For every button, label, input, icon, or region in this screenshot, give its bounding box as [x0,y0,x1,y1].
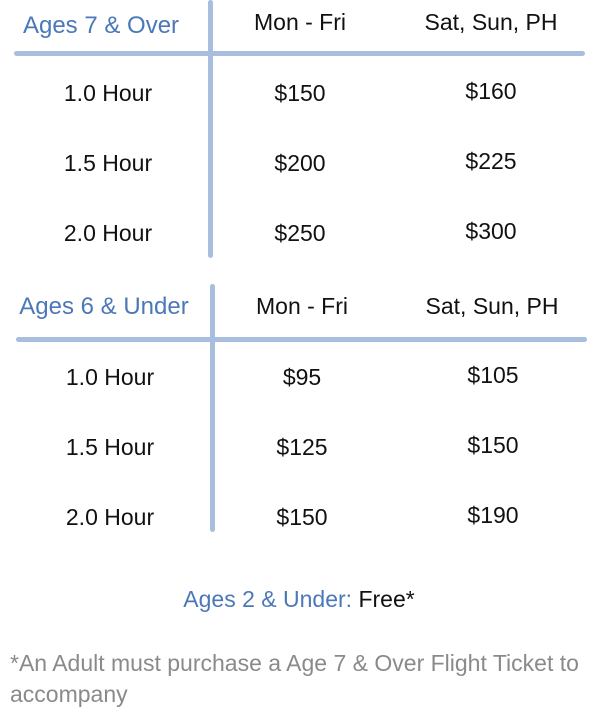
price-weekend: $300 [465,218,517,244]
column-header-weekend: Sat, Sun, PH [425,293,559,319]
table-title: Ages 7 & Over [22,12,180,39]
column-header-weekday: Mon - Fri [254,9,346,35]
header-divider [16,337,587,342]
column-divider [208,0,213,258]
row-label: 2.0 Hour [63,220,153,246]
price-weekday: $250 [274,220,326,246]
free-admission-line: Ages 2 & Under: Free* [0,586,598,613]
row-label: 1.0 Hour [63,80,153,106]
row-label: 1.5 Hour [65,434,155,460]
price-weekday: $95 [282,364,322,390]
column-header-weekend: Sat, Sun, PH [424,9,558,35]
price-weekday: $150 [276,504,328,530]
pricing-table-ages-7-over: Ages 7 & Over Mon - Fri Sat, Sun, PH 1.0… [0,0,598,260]
free-label: Ages 2 & Under: [183,586,353,612]
price-weekday: $150 [274,80,326,106]
column-divider [210,284,215,532]
footnote: *An Adult must purchase a Age 7 & Over F… [10,650,579,707]
header-divider [14,51,585,56]
price-weekend: $150 [467,432,519,458]
row-label: 2.0 Hour [65,504,155,530]
price-weekend: $190 [467,502,519,528]
row-label: 1.5 Hour [63,150,153,176]
price-weekend: $225 [465,148,517,174]
table-title: Ages 6 & Under [19,293,189,320]
pricing-table-ages-6-under: Ages 6 & Under Mon - Fri Sat, Sun, PH 1.… [0,284,598,534]
price-weekday: $200 [274,150,326,176]
price-weekend: $160 [465,78,517,104]
free-value: Free* [358,586,415,612]
row-label: 1.0 Hour [65,364,155,390]
price-weekend: $105 [467,362,519,388]
column-header-weekday: Mon - Fri [256,293,348,319]
price-weekday: $125 [276,434,328,460]
